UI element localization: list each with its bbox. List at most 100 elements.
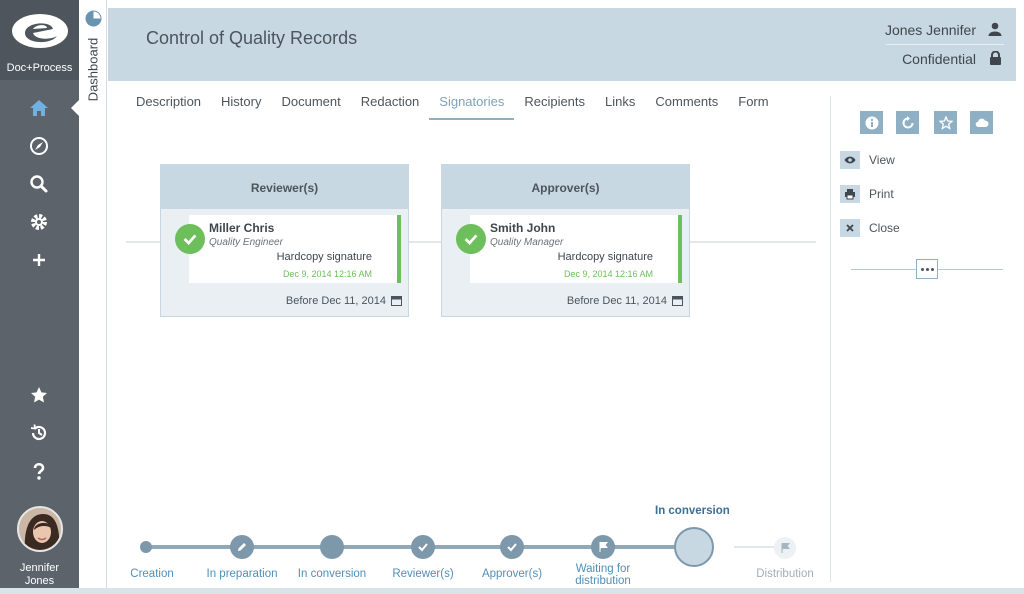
nav-add[interactable] — [24, 247, 54, 273]
cloud-icon — [975, 118, 989, 127]
step-label-conversion[interactable]: In conversion — [297, 568, 367, 580]
workflow-current-step: In conversion — [655, 505, 730, 517]
tab-links[interactable]: Links — [605, 94, 636, 109]
signed-check-icon — [175, 224, 205, 254]
step-node-waiting[interactable] — [591, 535, 615, 559]
step-label-approvers[interactable]: Approver(s) — [481, 568, 543, 580]
user-first-name: Jennifer — [19, 562, 60, 574]
tab-comments[interactable]: Comments — [655, 94, 719, 109]
flag-icon — [599, 542, 609, 552]
close-icon — [840, 219, 860, 237]
step-label-preparation[interactable]: In preparation — [206, 568, 278, 580]
check-icon — [418, 543, 428, 552]
logo-icon — [12, 14, 68, 48]
logo-text: Doc+Process — [6, 62, 73, 74]
main-sidebar: Doc+Process Jennifer Jones — [0, 0, 79, 594]
step-node-current[interactable] — [674, 527, 714, 567]
card-title: Reviewer(s) — [161, 165, 408, 209]
lock-icon — [990, 51, 1001, 65]
user-photo — [19, 508, 61, 550]
history-icon — [30, 424, 47, 441]
eye-icon — [840, 151, 860, 169]
user-avatar[interactable] — [17, 506, 63, 552]
dashboard-tab[interactable]: Dashboard — [79, 0, 107, 594]
tab-document[interactable]: Document — [281, 94, 341, 109]
flag-icon — [781, 543, 791, 553]
compass-icon — [30, 137, 48, 155]
signature-box — [189, 215, 401, 283]
step-label-distribution[interactable]: Distribution — [756, 568, 814, 580]
close-action[interactable]: Close — [840, 218, 900, 238]
signatory-name[interactable]: Smith John — [490, 221, 556, 235]
printer-icon — [840, 185, 860, 203]
signatory-job: Quality Manager — [490, 237, 564, 248]
user-icon[interactable] — [988, 22, 1002, 36]
step-label-creation[interactable]: Creation — [130, 568, 174, 580]
signatory-job: Quality Engineer — [209, 237, 283, 248]
pencil-icon — [238, 543, 246, 551]
star-icon — [31, 387, 47, 403]
signature-date: Dec 9, 2014 12:16 AM — [282, 269, 372, 279]
signature-date: Dec 9, 2014 12:16 AM — [563, 269, 653, 279]
confidentiality-label: Confidential — [902, 51, 976, 67]
nav-history[interactable] — [24, 420, 54, 446]
calendar-icon[interactable] — [672, 295, 683, 306]
nav-search[interactable] — [24, 171, 54, 197]
star-icon — [938, 115, 953, 130]
step-label-waiting[interactable]: Waiting for distribution — [575, 563, 631, 587]
favorite-button[interactable] — [934, 111, 957, 134]
signed-check-icon — [456, 224, 486, 254]
step-node-creation[interactable] — [140, 541, 152, 553]
content-divider — [830, 96, 831, 582]
nav-compass[interactable] — [24, 133, 54, 159]
signatory-name[interactable]: Miller Chris — [209, 221, 275, 235]
more-options-button[interactable] — [916, 259, 938, 279]
close-label: Close — [869, 221, 900, 235]
step-node-preparation[interactable] — [230, 535, 254, 559]
reviewer-card: Reviewer(s) Miller Chris Quality Enginee… — [160, 164, 409, 317]
signature-deadline: Before Dec 11, 2014 — [285, 295, 386, 307]
plus-icon — [33, 254, 45, 266]
view-label: View — [869, 153, 895, 167]
tab-form[interactable]: Form — [738, 94, 769, 109]
card-title: Approver(s) — [442, 165, 689, 209]
refresh-button[interactable] — [896, 111, 919, 134]
document-tabs: Description History Document Redaction S… — [126, 84, 779, 120]
print-label: Print — [869, 187, 894, 201]
nav-home[interactable] — [24, 95, 79, 121]
tab-recipients[interactable]: Recipients — [524, 94, 586, 109]
nav-favorites[interactable] — [24, 382, 54, 408]
calendar-icon[interactable] — [391, 295, 402, 306]
step-label-reviewers[interactable]: Reviewer(s) — [392, 568, 454, 580]
bottom-edge — [0, 588, 1024, 594]
tab-signatories[interactable]: Signatories — [429, 84, 515, 120]
step-node-conversion[interactable] — [320, 535, 344, 559]
approver-card: Approver(s) Smith John Quality Manager H… — [441, 164, 690, 317]
gear-icon — [31, 214, 47, 230]
cloud-button[interactable] — [970, 111, 993, 134]
step-node-distribution[interactable] — [774, 537, 796, 559]
document-title: Control of Quality Records — [146, 28, 358, 48]
sidebar-user-name: Jennifer Jones — [0, 562, 79, 588]
nav-help[interactable] — [24, 458, 54, 484]
tab-redaction[interactable]: Redaction — [360, 94, 420, 109]
view-action[interactable]: View — [840, 150, 895, 170]
print-action[interactable]: Print — [840, 184, 894, 204]
document-header: Control of Quality Records Jones Jennife… — [108, 8, 1016, 81]
nav-settings[interactable] — [24, 209, 54, 235]
info-button[interactable] — [860, 111, 883, 134]
tab-history[interactable]: History — [221, 94, 262, 109]
signature-type: Hardcopy signature — [276, 251, 372, 263]
signature-type: Hardcopy signature — [557, 251, 653, 263]
step-node-approvers[interactable] — [500, 535, 524, 559]
refresh-icon — [902, 115, 913, 128]
info-icon — [865, 116, 878, 129]
check-icon — [507, 543, 517, 552]
app-logo[interactable]: Doc+Process — [0, 0, 79, 80]
tab-description[interactable]: Description — [136, 94, 202, 109]
pie-chart-icon — [85, 10, 102, 27]
step-node-reviewers[interactable] — [411, 535, 435, 559]
header-user-name[interactable]: Jones Jennifer — [884, 22, 976, 38]
header-divider — [886, 44, 1004, 45]
signature-box — [470, 215, 682, 283]
